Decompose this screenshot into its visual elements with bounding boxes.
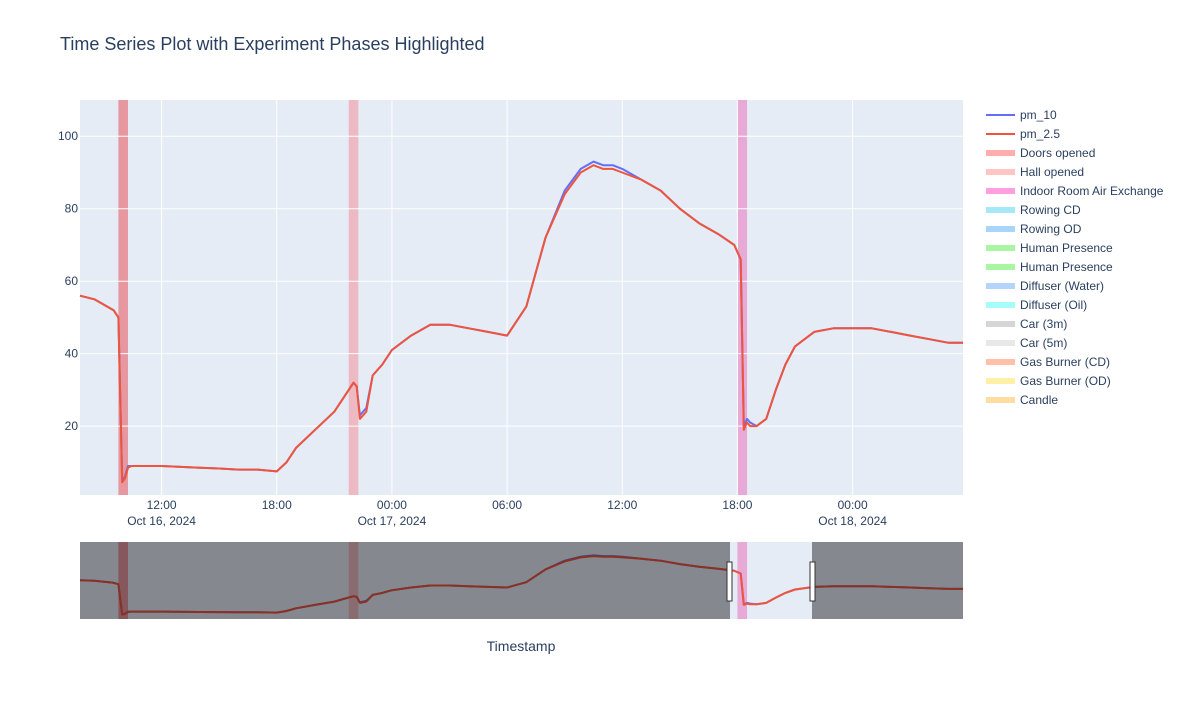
y-tick-label: 20 — [65, 419, 79, 433]
range-slider-handle-left[interactable] — [726, 561, 733, 602]
legend-item[interactable]: Rowing OD — [986, 222, 1082, 236]
legend-label: Hall opened — [1020, 165, 1084, 179]
y-tick-label: 80 — [65, 202, 79, 216]
legend-item[interactable]: Diffuser (Oil) — [986, 298, 1087, 312]
legend-item[interactable]: Rowing CD — [986, 203, 1081, 217]
legend-label: Gas Burner (OD) — [1020, 374, 1111, 388]
legend-band-swatch — [986, 245, 1015, 251]
legend-item[interactable]: Candle — [986, 393, 1058, 407]
legend-label: pm_2.5 — [1020, 127, 1060, 141]
phase-band — [348, 100, 359, 495]
legend-item[interactable]: Car (5m) — [986, 336, 1067, 350]
legend-band-swatch — [986, 169, 1015, 175]
legend-band-swatch — [986, 188, 1015, 194]
legend-label: Human Presence — [1020, 241, 1113, 255]
chart-title: Time Series Plot with Experiment Phases … — [60, 34, 485, 54]
legend-band-swatch — [986, 207, 1015, 213]
range-slider-background — [80, 542, 963, 619]
legend-band-swatch — [986, 302, 1015, 308]
series-line — [79, 164, 963, 484]
legend-item[interactable]: Doors opened — [986, 146, 1095, 160]
x-tick-label: 06:00 — [492, 498, 522, 512]
legend-band-swatch — [986, 283, 1015, 289]
legend-label: Human Presence — [1020, 260, 1113, 274]
y-tick-label: 100 — [58, 129, 78, 143]
legend-item[interactable]: Indoor Room Air Exchange — [986, 184, 1164, 198]
legend-item[interactable]: Hall opened — [986, 165, 1084, 179]
legend-item[interactable]: pm_2.5 — [986, 127, 1060, 141]
legend-label: Car (5m) — [1020, 336, 1067, 350]
legend-label: Rowing CD — [1020, 203, 1081, 217]
x-tick-label: 18:00 — [262, 498, 292, 512]
x-tick-label: 12:00 — [147, 498, 177, 512]
legend-label: Doors opened — [1020, 146, 1095, 160]
legend-item[interactable]: Gas Burner (CD) — [986, 355, 1110, 369]
legend-label: Diffuser (Oil) — [1020, 298, 1087, 312]
x-axis-label: Timestamp — [487, 638, 556, 654]
legend-label: Indoor Room Air Exchange — [1020, 184, 1164, 198]
x-tick-label: 00:00 — [838, 498, 868, 512]
x-tick-date-label: Oct 18, 2024 — [818, 514, 887, 528]
series-lines — [79, 160, 963, 484]
range-slider-handle-right[interactable] — [809, 561, 816, 602]
legend-label: pm_10 — [1020, 108, 1057, 122]
legend-band-swatch — [986, 226, 1015, 232]
x-tick-label: 18:00 — [722, 498, 752, 512]
x-tick-date-label: Oct 16, 2024 — [127, 514, 196, 528]
legend-item[interactable]: Car (3m) — [986, 317, 1067, 331]
legend-item[interactable]: Human Presence — [986, 241, 1113, 255]
x-axis-ticks: 12:00 Oct 16, 2024 18:00 00:00 Oct 17, 2024 0… — [127, 498, 887, 528]
legend-item[interactable]: Diffuser (Water) — [986, 279, 1104, 293]
legend-band-swatch — [986, 340, 1015, 346]
legend-label: Rowing OD — [1020, 222, 1082, 236]
range-slider-phase-band — [348, 542, 359, 619]
legend-label: Diffuser (Water) — [1020, 279, 1104, 293]
grid-lines — [80, 100, 963, 495]
legend-label: Gas Burner (CD) — [1020, 355, 1110, 369]
legend-band-swatch — [986, 359, 1015, 365]
x-tick-label: 00:00 — [377, 498, 407, 512]
legend-band-swatch — [986, 264, 1015, 270]
x-tick-date-label: Oct 17, 2024 — [358, 514, 427, 528]
range-slider-preview — [79, 542, 963, 619]
legend-band-swatch — [986, 378, 1015, 384]
plot-area — [80, 100, 963, 495]
y-axis-ticks: 20 40 60 80 100 — [58, 129, 78, 433]
phase-band — [118, 100, 128, 495]
legend: pm_10 pm_2.5 Doors opened Hall opened Indoor… — [986, 108, 1164, 407]
legend-item[interactable]: pm_10 — [986, 108, 1057, 122]
legend-band-swatch — [986, 150, 1015, 156]
legend-label: Car (3m) — [1020, 317, 1067, 331]
range-slider-mask-left — [80, 542, 730, 619]
y-tick-label: 60 — [65, 274, 79, 288]
range-slider-series-line — [79, 555, 963, 616]
legend-band-swatch — [986, 397, 1015, 403]
legend-item[interactable]: Human Presence — [986, 260, 1113, 274]
y-tick-label: 40 — [65, 347, 79, 361]
x-tick-label: 12:00 — [607, 498, 637, 512]
legend-band-swatch — [986, 321, 1015, 327]
range-slider-phase-band — [118, 542, 128, 619]
legend-item[interactable]: Gas Burner (OD) — [986, 374, 1111, 388]
range-slider[interactable] — [79, 542, 963, 619]
range-slider-mask-right — [812, 542, 963, 619]
legend-label: Candle — [1020, 393, 1058, 407]
